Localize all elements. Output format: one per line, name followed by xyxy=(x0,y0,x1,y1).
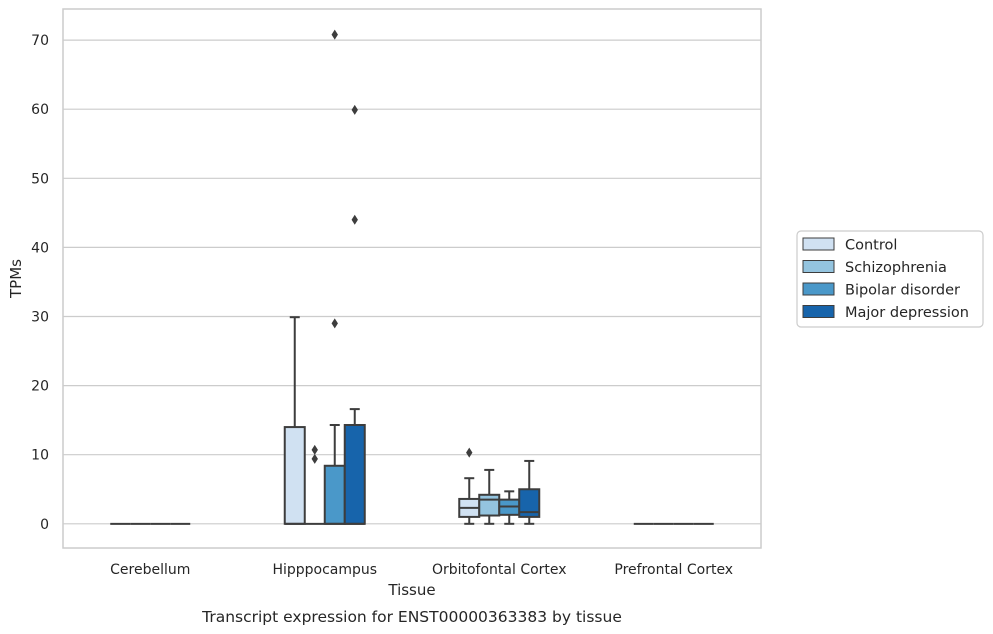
y-tick-label: 70 xyxy=(31,33,49,49)
box-control xyxy=(458,447,481,525)
box-schizophrenia xyxy=(478,468,501,525)
x-tick-labels: Cerebellum Hipppocampus Orbitofontal Corte… xyxy=(110,562,733,578)
outlier-point xyxy=(466,447,473,458)
y-tick-label: 20 xyxy=(31,379,49,395)
y-tick-label: 0 xyxy=(40,517,49,533)
legend-swatch xyxy=(802,260,835,273)
outlier-point xyxy=(351,104,358,115)
box-control xyxy=(283,316,306,525)
legend-swatch xyxy=(802,282,835,296)
outlier-point xyxy=(311,453,318,464)
y-tick-label: 10 xyxy=(31,448,49,464)
y-tick-label: 40 xyxy=(31,240,49,256)
x-axis-label: Tissue xyxy=(387,581,435,599)
legend-swatch xyxy=(802,305,835,318)
legend-frame xyxy=(796,230,984,328)
outlier-point xyxy=(311,444,318,455)
y-tick-label: 60 xyxy=(31,102,49,118)
y-tick-labels: 0 10 20 30 40 50 60 70 xyxy=(31,33,49,533)
box-body xyxy=(343,423,366,525)
box-bipolar-disorder xyxy=(323,29,346,525)
legend-swatch xyxy=(802,237,835,251)
box-major-depression xyxy=(343,104,366,525)
box-major-depression xyxy=(518,459,541,525)
legend: Control Schizophrenia Bipolar disorder Majo… xyxy=(796,230,984,328)
grid-lines xyxy=(63,39,761,525)
legend-label: Major depression xyxy=(845,305,969,321)
y-axis-label: TPMs xyxy=(7,259,25,299)
box-schizophrenia xyxy=(304,444,325,525)
x-tick-label: Prefrontal Cortex xyxy=(614,562,733,578)
y-tick-label: 30 xyxy=(31,310,49,326)
outlier-point xyxy=(331,318,338,329)
outlier-point xyxy=(331,29,338,40)
box-body xyxy=(283,426,306,525)
chart-caption: Transcript expression for ENST0000036338… xyxy=(201,608,622,626)
x-tick-label: Hipppocampus xyxy=(272,562,377,578)
outlier-point xyxy=(351,214,358,225)
box-body xyxy=(518,488,541,518)
plot-area-frame xyxy=(62,8,762,549)
x-tick-label: Cerebellum xyxy=(110,562,190,578)
y-tick-label: 50 xyxy=(31,171,49,187)
legend-label: Control xyxy=(845,238,897,254)
legend-label: Bipolar disorder xyxy=(845,283,960,299)
box-body xyxy=(478,493,501,517)
legend-label: Schizophrenia xyxy=(845,260,947,276)
boxes xyxy=(110,29,714,525)
x-tick-label: Orbitofontal Cortex xyxy=(432,562,567,578)
box-bipolar-disorder xyxy=(498,490,521,525)
box-body xyxy=(323,464,346,525)
